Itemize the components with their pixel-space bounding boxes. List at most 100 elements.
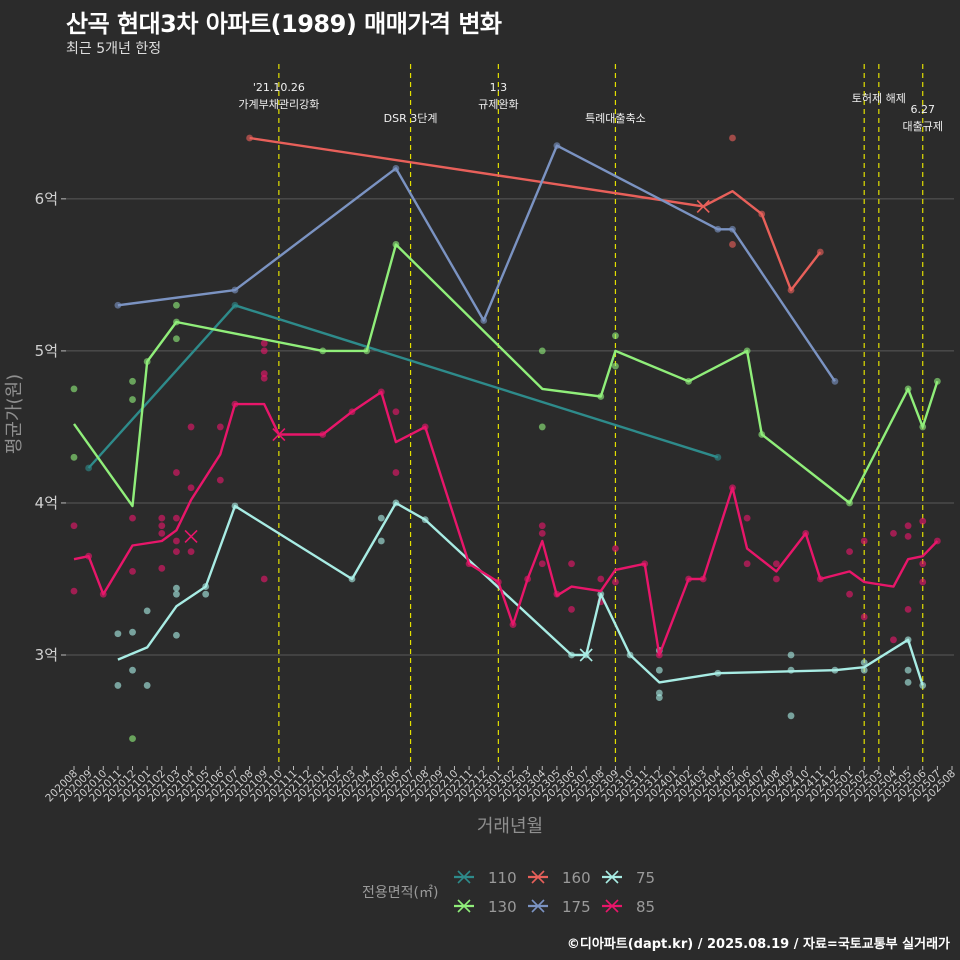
data-point-85 bbox=[846, 548, 853, 556]
data-point-130 bbox=[173, 335, 180, 343]
data-point-130 bbox=[612, 362, 619, 370]
data-point-130 bbox=[538, 423, 546, 431]
event-annotation: 6.27 bbox=[910, 103, 935, 116]
legend-label: 160 bbox=[562, 869, 591, 887]
data-point-160 bbox=[729, 241, 736, 248]
data-point-85 bbox=[216, 423, 224, 431]
legend-label: 175 bbox=[562, 898, 591, 916]
highlight-cross-75 bbox=[579, 648, 593, 662]
data-point-85 bbox=[158, 522, 166, 530]
series-line-110 bbox=[87, 304, 719, 469]
data-point-85 bbox=[904, 605, 912, 613]
data-point-85 bbox=[773, 575, 780, 583]
event-annotation: 토허제 해제 bbox=[852, 91, 906, 105]
data-point-85 bbox=[187, 484, 195, 492]
x-axis-title: 거래년월 bbox=[477, 816, 543, 837]
legend-swatch-cross bbox=[531, 899, 545, 913]
data-point-85 bbox=[597, 575, 605, 583]
data-point-85 bbox=[260, 575, 268, 583]
event-annotation: 1.3 bbox=[490, 81, 508, 94]
legend-swatch-cross bbox=[457, 870, 471, 884]
data-point-85 bbox=[919, 560, 927, 568]
chart-title: 산곡 현대3차 아파트(1989) 매매가격 변화 bbox=[66, 10, 502, 38]
data-point-85 bbox=[129, 567, 136, 575]
data-point-85 bbox=[773, 560, 780, 568]
data-point-85 bbox=[538, 529, 546, 537]
series-line-175 bbox=[117, 144, 836, 382]
data-point-85 bbox=[173, 469, 180, 476]
source-credit: ©디아파트(dapt.kr) / 2025.08.19 / 자료=국토교통부 실… bbox=[566, 937, 950, 952]
legend-title: 전용면적(㎡) bbox=[362, 885, 438, 901]
data-point-75 bbox=[143, 682, 151, 689]
data-point-75 bbox=[860, 659, 868, 667]
y-tick-label: 3억 bbox=[35, 646, 58, 664]
event-lines-layer bbox=[278, 64, 924, 766]
data-point-85 bbox=[158, 564, 166, 572]
data-point-130 bbox=[70, 385, 78, 393]
data-point-75 bbox=[377, 537, 385, 545]
series-line-130 bbox=[73, 243, 939, 508]
data-point-85 bbox=[158, 529, 166, 537]
data-point-85 bbox=[860, 613, 868, 621]
series-line-75 bbox=[117, 501, 924, 686]
cross-stroke bbox=[272, 427, 286, 442]
data-point-160 bbox=[729, 134, 736, 142]
highlight-cross-85 bbox=[184, 529, 198, 543]
data-point-85 bbox=[612, 578, 619, 586]
data-point-85 bbox=[173, 548, 180, 556]
data-point-85 bbox=[216, 476, 224, 484]
data-point-85 bbox=[538, 522, 546, 530]
highlight-cross-160 bbox=[696, 199, 710, 214]
data-point-85 bbox=[129, 514, 136, 522]
legend-item-85: 85 bbox=[602, 898, 655, 916]
data-point-85 bbox=[904, 522, 912, 530]
data-point-130 bbox=[129, 377, 136, 385]
data-point-85 bbox=[568, 605, 575, 613]
data-point-85 bbox=[743, 514, 751, 522]
legend-item-160: 160 bbox=[528, 869, 591, 887]
data-point-85 bbox=[158, 514, 166, 522]
legend: 전용면적(㎡) 110 160 75 130 175 85 bbox=[362, 869, 655, 916]
data-point-130 bbox=[173, 301, 180, 309]
data-point-85 bbox=[260, 339, 268, 347]
legend-label: 75 bbox=[636, 869, 655, 887]
data-point-75 bbox=[114, 630, 122, 638]
data-point-85 bbox=[173, 514, 180, 522]
legend-swatch-cross bbox=[531, 870, 545, 884]
data-point-75 bbox=[173, 590, 180, 598]
legend-item-110: 110 bbox=[454, 869, 517, 887]
series-layer bbox=[70, 134, 941, 743]
legend-item-175: 175 bbox=[528, 898, 591, 916]
data-point-85 bbox=[860, 537, 868, 545]
data-point-85 bbox=[392, 469, 400, 476]
event-annotation: 특례대출축소 bbox=[585, 112, 646, 125]
data-point-85 bbox=[846, 590, 853, 598]
y-axis-title: 평균가(원) bbox=[4, 374, 25, 454]
legend-label: 130 bbox=[488, 898, 517, 916]
data-point-75 bbox=[173, 631, 180, 639]
series-line-160 bbox=[249, 136, 822, 292]
data-point-85 bbox=[890, 636, 897, 644]
highlight-cross-85 bbox=[272, 427, 286, 442]
data-point-75 bbox=[173, 584, 180, 592]
series-line-85 bbox=[73, 390, 939, 657]
data-point-75 bbox=[114, 682, 122, 689]
event-annotation: 규제완화 bbox=[478, 98, 518, 111]
data-point-75 bbox=[129, 628, 136, 636]
legend-label: 85 bbox=[636, 898, 655, 916]
data-point-75 bbox=[143, 607, 151, 615]
event-annotation: '21.10.26 bbox=[253, 81, 305, 94]
data-point-75 bbox=[655, 694, 663, 701]
data-point-130 bbox=[538, 347, 546, 355]
data-point-75 bbox=[202, 590, 210, 598]
data-point-85 bbox=[70, 587, 78, 595]
data-point-85 bbox=[260, 347, 268, 355]
event-annotation: DSR 3단계 bbox=[384, 112, 438, 125]
data-point-75 bbox=[655, 666, 663, 674]
legend-item-130: 130 bbox=[454, 898, 517, 916]
data-point-85 bbox=[392, 408, 400, 416]
data-point-75 bbox=[787, 712, 795, 720]
data-point-85 bbox=[919, 578, 927, 586]
